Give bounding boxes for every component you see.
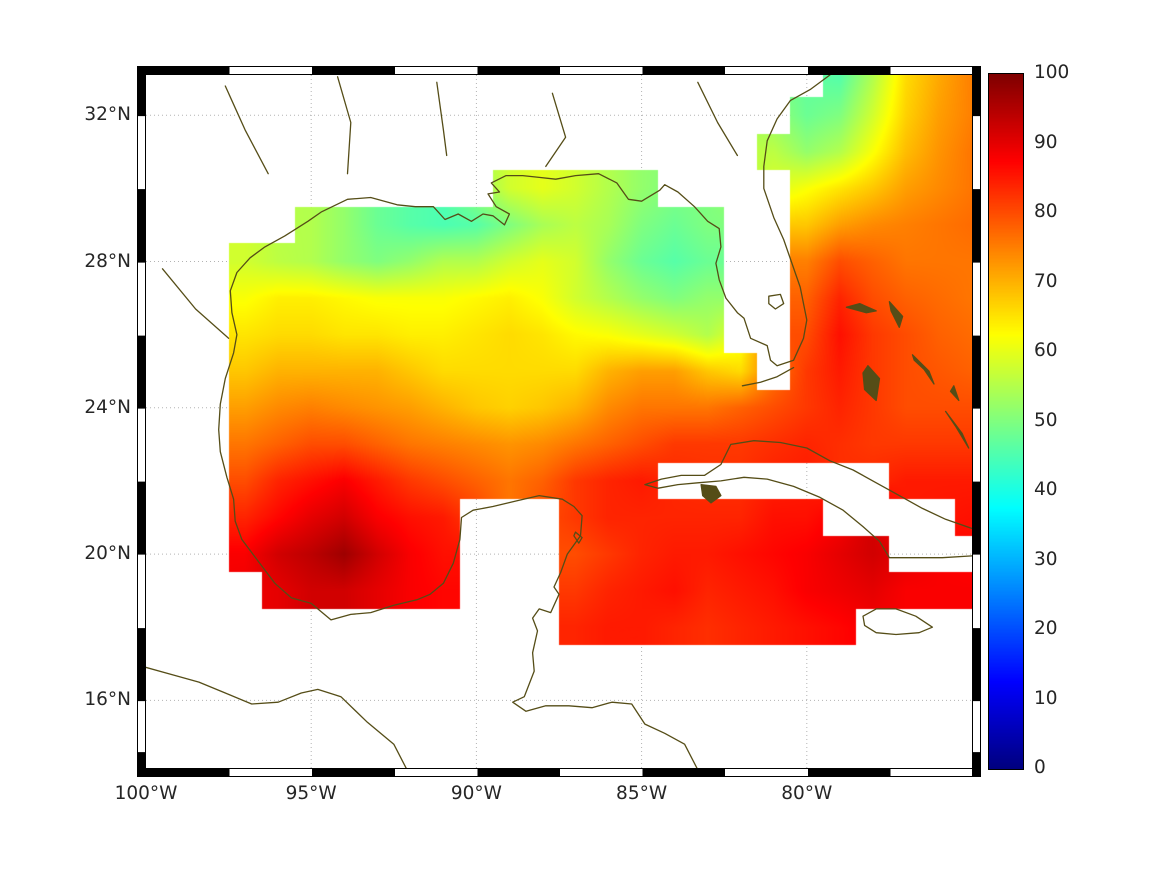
- colorbar-tick-label: 60: [1034, 340, 1058, 361]
- coastline-exuma-long-island: [944, 410, 970, 449]
- colorbar-tick-label: 30: [1034, 548, 1058, 570]
- frame-corner-br: [972, 768, 981, 777]
- frame-corner-tr: [972, 66, 981, 75]
- coastline-abaco: [888, 301, 904, 328]
- coastline-cat-island: [949, 385, 960, 402]
- colorbar-tick-label: 80: [1034, 201, 1058, 222]
- y-tick-label: 16°N: [84, 689, 131, 711]
- colorbar-tick-label: 0: [1034, 757, 1046, 778]
- coastline-rio-grande: [161, 268, 230, 339]
- coastline-jamaica: [862, 608, 934, 636]
- y-tick-label: 20°N: [84, 543, 131, 565]
- map-frame-top: [137, 66, 981, 75]
- colorbar-tick-label: 20: [1034, 618, 1058, 639]
- coastline-brazos-river: [224, 85, 269, 175]
- coastlines-overlay: [146, 75, 972, 768]
- y-tick-label: 24°N: [84, 396, 131, 418]
- colorbar-tick-label: 40: [1034, 479, 1058, 500]
- y-tick-label: 28°N: [84, 250, 131, 272]
- coastline-mainland: [218, 75, 831, 768]
- frame-corner-tl: [137, 66, 146, 75]
- coastline-cozumel: [573, 531, 583, 544]
- colorbar-tick-label: 70: [1034, 270, 1058, 292]
- coastline-florida-keys: [741, 366, 795, 387]
- colorbar-tick-label: 50: [1034, 409, 1058, 431]
- coastline-isla-juventud: [700, 483, 722, 504]
- coastline-pacific-coast: [146, 666, 407, 768]
- map-frame-bottom: [137, 768, 981, 777]
- coastline-andros: [862, 365, 881, 402]
- coastline-altamaha-river: [697, 81, 739, 157]
- x-tick-label: 95°W: [285, 783, 337, 804]
- x-tick-label: 85°W: [616, 783, 668, 804]
- colorbar-tick-label: 100: [1034, 62, 1070, 83]
- x-tick-label: 90°W: [450, 783, 502, 804]
- coastline-cuba: [644, 440, 972, 559]
- colorbar-tick-label: 10: [1034, 687, 1058, 709]
- x-tick-label: 80°W: [781, 783, 833, 804]
- coastline-eleuthera: [911, 354, 935, 385]
- coastline-lake-okeechobee: [768, 293, 785, 310]
- frame-corner-bl: [137, 768, 146, 777]
- map-frame-right: [972, 66, 981, 777]
- coastline-grand-bahama: [845, 302, 877, 314]
- x-tick-label: 100°W: [114, 783, 178, 804]
- map-frame-left: [137, 66, 146, 777]
- colorbar: [988, 73, 1024, 770]
- map-axes: [146, 75, 972, 768]
- y-tick-label: 32°N: [84, 104, 131, 126]
- sst-heatmap-canvas: [146, 75, 972, 768]
- coastline-sabine-river: [336, 76, 352, 175]
- colorbar-tick-label: 90: [1034, 131, 1058, 153]
- coastline-alabama-river: [545, 92, 567, 168]
- coastline-mississippi-river: [436, 81, 448, 157]
